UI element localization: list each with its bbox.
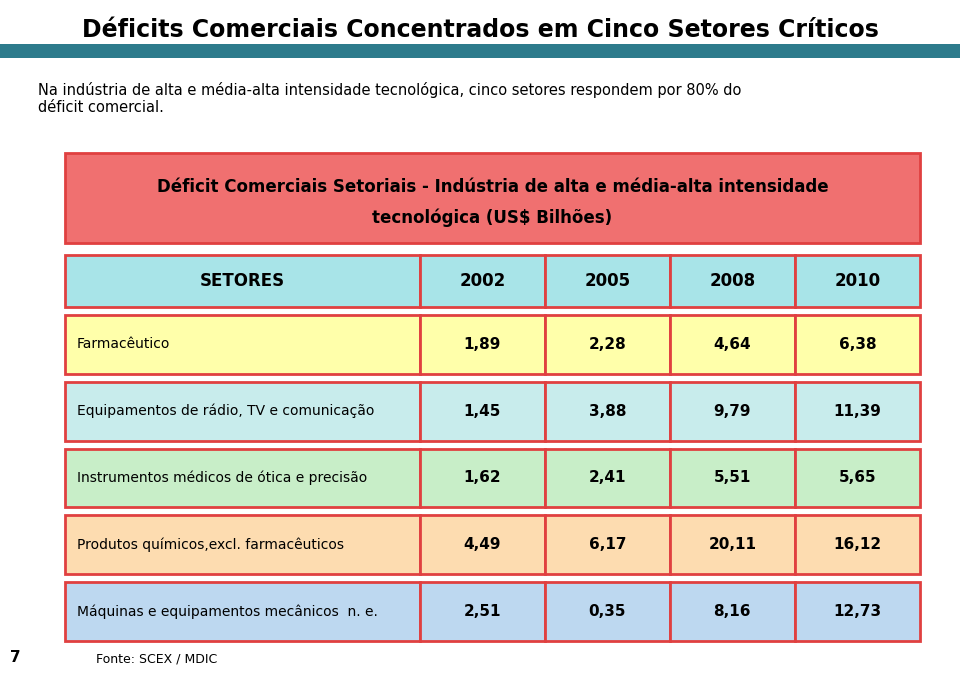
Bar [545,516,670,574]
Bar [65,582,420,641]
Bar [65,516,420,574]
Text: 11,39: 11,39 [833,404,881,419]
Text: 2005: 2005 [585,272,631,290]
Bar [545,449,670,507]
Bar [670,582,795,641]
Bar [795,255,920,307]
Bar [670,382,795,441]
Bar [0,44,960,58]
Bar [65,153,920,243]
Bar [420,382,545,441]
Text: Déficits Comerciais Concentrados em Cinco Setores Críticos: Déficits Comerciais Concentrados em Cinc… [82,18,878,42]
Bar [65,255,420,307]
Text: Máquinas e equipamentos mecânicos  n. e.: Máquinas e equipamentos mecânicos n. e. [77,604,378,619]
Text: 8,16: 8,16 [713,604,751,619]
Text: 2010: 2010 [834,272,880,290]
Bar [420,449,545,507]
Text: Instrumentos médicos de ótica e precisão: Instrumentos médicos de ótica e precisão [77,471,368,485]
Bar [795,582,920,641]
Bar [65,382,420,441]
Text: Produtos químicos,excl. farmacêuticos: Produtos químicos,excl. farmacêuticos [77,538,344,552]
Text: 1,45: 1,45 [464,404,501,419]
Bar [670,516,795,574]
Bar [670,449,795,507]
Text: 2,41: 2,41 [588,471,626,486]
Text: 4,64: 4,64 [713,337,751,352]
Text: Fonte: SCEX / MDIC: Fonte: SCEX / MDIC [96,652,217,665]
Bar [545,382,670,441]
Bar [65,315,420,374]
Text: 7: 7 [10,650,20,665]
Text: tecnológica (US$ Bilhões): tecnológica (US$ Bilhões) [372,208,612,227]
Text: 1,62: 1,62 [464,471,501,486]
Text: 20,11: 20,11 [708,538,756,553]
Text: Equipamentos de rádio, TV e comunicação: Equipamentos de rádio, TV e comunicação [77,404,374,419]
Text: 4,49: 4,49 [464,538,501,553]
Text: 12,73: 12,73 [833,604,881,619]
Text: 2,51: 2,51 [464,604,501,619]
Text: 0,35: 0,35 [588,604,626,619]
Bar [420,315,545,374]
Text: 1,89: 1,89 [464,337,501,352]
Bar [795,449,920,507]
Text: 9,79: 9,79 [713,404,751,419]
Bar [420,582,545,641]
Bar [65,449,420,507]
Bar [795,382,920,441]
Text: 3,88: 3,88 [588,404,626,419]
Text: Farmacêutico: Farmacêutico [77,337,170,351]
Text: 5,65: 5,65 [838,471,876,486]
Text: 6,17: 6,17 [588,538,626,553]
Text: Na indústria de alta e média-alta intensidade tecnológica, cinco setores respond: Na indústria de alta e média-alta intens… [38,82,742,98]
Text: 16,12: 16,12 [833,538,881,553]
Text: Déficit Comerciais Setoriais - Indústria de alta e média-alta intensidade: Déficit Comerciais Setoriais - Indústria… [156,178,828,196]
Bar [795,516,920,574]
Text: 2002: 2002 [459,272,506,290]
Text: déficit comercial.: déficit comercial. [38,100,164,115]
Text: 2008: 2008 [709,272,756,290]
Text: 6,38: 6,38 [838,337,876,352]
Bar [545,255,670,307]
Text: SETORES: SETORES [200,272,285,290]
Bar [420,516,545,574]
Bar [670,255,795,307]
Text: 2,28: 2,28 [588,337,626,352]
Bar [795,315,920,374]
Bar [545,582,670,641]
Bar [420,255,545,307]
Bar [545,315,670,374]
Bar [670,315,795,374]
Text: 5,51: 5,51 [713,471,751,486]
